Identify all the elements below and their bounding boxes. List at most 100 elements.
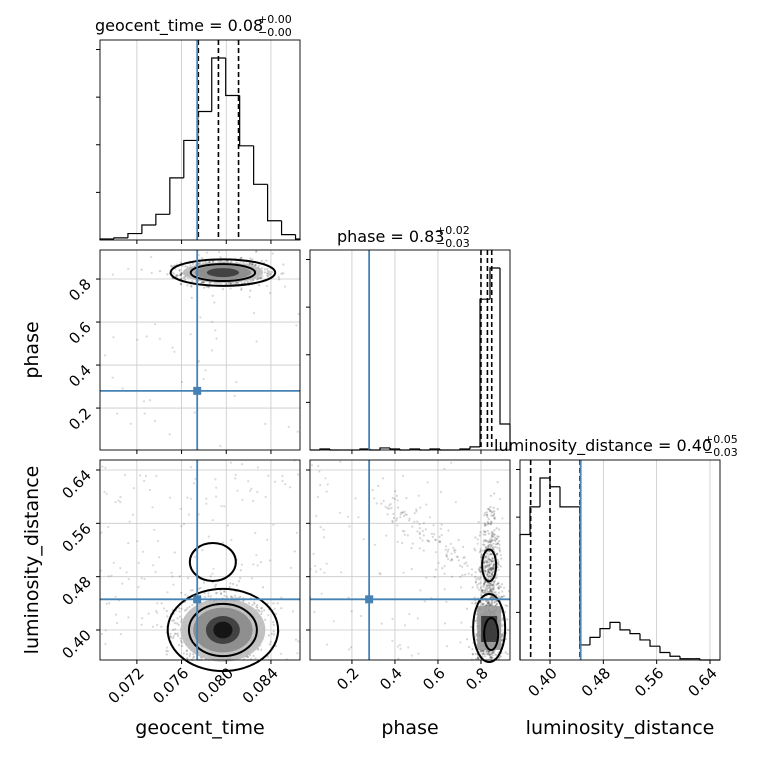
scatter-phase-geocent-point-221: [239, 256, 242, 260]
scatter-dist-geocent-outlier-112: [201, 549, 204, 552]
scatter-dist-phase-point-455: [474, 602, 477, 605]
scatter-dist-phase-cluster-point-362: [489, 544, 492, 547]
scatter-dist-phase-outlier-73: [450, 575, 454, 578]
scatter-phase-geocent-point-179: [190, 296, 193, 299]
scatter-dist-phase-cluster-point-198: [487, 587, 490, 590]
scatter-dist-geocent-point-908: [186, 657, 189, 660]
scatter-dist-phase-point-893: [491, 651, 494, 654]
scatter-dist-geocent-outlier-159: [172, 583, 175, 586]
scatter-phase-geocent-point-289: [171, 271, 174, 274]
scatter-dist-phase-outlier-58: [501, 517, 504, 520]
scatter-dist-phase-outlier-43: [454, 501, 457, 504]
scatter-dist-geocent-outlier-73: [212, 567, 215, 570]
scatter-dist-phase-outlier-48: [373, 543, 376, 546]
scatter-dist-phase-point-35: [488, 654, 491, 657]
scatter-dist-phase-cluster-point-45: [483, 591, 486, 594]
scatter-dist-phase-cluster-point-119: [496, 508, 499, 511]
scatter-dist-phase-point-18: [502, 631, 505, 634]
scatter-dist-phase-outlier-64: [320, 592, 323, 595]
scatter-dist-phase-tail-point-48: [408, 519, 411, 522]
scatter-phase-geocent-point-965: [212, 260, 215, 264]
scatter-dist-phase-outlier-3: [417, 652, 420, 655]
scatter-dist-phase-cluster-point-37: [489, 588, 492, 591]
scatter-phase-geocent-point-259: [257, 276, 260, 280]
scatter-dist-geocent-outlier-20: [194, 477, 197, 480]
scatter-dist-geocent-point-257: [177, 623, 180, 627]
scatter-dist-phase-cluster-point-66: [486, 544, 489, 548]
scatter-dist-geocent-outlier-127: [234, 473, 237, 476]
scatter-dist-phase-cluster-point-136: [490, 558, 493, 561]
scatter-dist-geocent-outlier-140: [186, 496, 189, 499]
scatter-dist-phase-cluster-point-251: [483, 567, 486, 570]
scatter-phase-geocent-outlier-9: [129, 422, 132, 425]
scatter-dist-geocent-outlier-117: [105, 602, 108, 606]
scatter-dist-phase-point-282: [481, 649, 484, 653]
scatter-dist-phase-tail-point-85: [401, 511, 404, 514]
scatter-dist-phase-cluster-point-252: [474, 549, 477, 552]
scatter-dist-phase-cluster-point-293: [479, 570, 482, 573]
scatter-dist-geocent-point-513: [169, 636, 172, 639]
scatter-phase-geocent-truth-marker: [193, 386, 202, 395]
scatter-dist-phase-cluster-point-176: [491, 531, 494, 534]
scatter-dist-geocent-outlier-31: [266, 602, 269, 605]
xlabel-geocent-time: geocent_time: [135, 717, 264, 739]
scatter-dist-phase-cluster-point-107: [488, 522, 491, 525]
scatter-phase-geocent-point-97: [140, 268, 143, 271]
scatter-dist-phase-point-517: [476, 586, 479, 589]
scatter-dist-phase-contour-inner: [483, 617, 500, 651]
scatter-dist-phase-tail-point-31: [457, 538, 460, 542]
scatter-dist-phase-cluster-point-327: [493, 533, 496, 536]
scatter-phase-geocent-outlier-40: [136, 338, 139, 341]
scatter-dist-phase-tail-point-118: [455, 555, 458, 558]
scatter-dist-phase-outlier-76: [312, 552, 315, 556]
scatter-dist-geocent-point-380: [268, 643, 271, 646]
scatter-dist-phase-tail-point-35: [408, 517, 411, 520]
scatter-dist-phase-tail-point-78: [461, 574, 464, 577]
scatter-dist-geocent-point-907: [239, 595, 242, 598]
scatter-dist-phase-outlier-12: [313, 610, 316, 614]
scatter-dist-phase-cluster-point-113: [501, 595, 504, 598]
scatter-dist-phase-cluster-point-367: [486, 561, 489, 564]
scatter-dist-phase-cluster-point-142: [497, 587, 500, 590]
scatter-dist-phase-cluster-point-59: [484, 580, 487, 583]
scatter-dist-phase-tail-point-2: [447, 529, 450, 532]
scatter-dist-phase-point-310: [475, 633, 478, 636]
scatter-phase-geocent-point-7: [248, 262, 251, 265]
scatter-dist-geocent-outlier-82: [186, 577, 190, 580]
scatter-phase-geocent-point-187: [191, 280, 194, 283]
scatter-phase-geocent-outlier-43: [153, 419, 157, 423]
title-phase-minus: −0.03: [436, 237, 470, 250]
scatter-dist-phase-outlier-89: [459, 575, 462, 579]
scatter-dist-geocent-point-131: [186, 607, 189, 610]
scatter-dist-phase-point-881: [486, 601, 489, 604]
scatter-dist-geocent-point-492: [260, 612, 263, 616]
scatter-dist-phase-point-281: [490, 596, 493, 599]
scatter-dist-phase-cluster-point-105: [490, 566, 493, 570]
scatter-dist-phase-cluster-point-234: [478, 551, 481, 554]
scatter-dist-phase-cluster-point-205: [486, 570, 489, 574]
scatter-dist-phase-outlier-20: [437, 561, 440, 564]
hist-geocent-time-bin-7: [197, 110, 212, 141]
scatter-phase-geocent-point-192: [254, 263, 257, 267]
title-geocent-time-plus: +0.00: [258, 13, 292, 26]
scatter-phase-geocent-point-633: [250, 262, 253, 265]
scatter-dist-phase-cluster-point-341: [478, 588, 481, 591]
scatter-dist-geocent-outlier-133: [117, 499, 120, 502]
scatter-dist-phase-point-115: [487, 650, 490, 653]
scatter-dist-phase-tail-point-26: [413, 512, 416, 515]
scatter-dist-phase-cluster-point-255: [485, 546, 488, 549]
scatter-dist-geocent-point-402: [209, 575, 212, 578]
scatter-dist-phase-tail-point-58: [434, 568, 437, 571]
scatter-dist-geocent-outlier-61: [214, 478, 217, 481]
scatter-dist-geocent-point-765: [232, 582, 235, 586]
scatter-dist-phase-cluster-point-201: [487, 522, 490, 525]
scatter-dist-geocent-outlier-29: [255, 554, 258, 557]
scatter-phase-geocent-outlier-1: [150, 256, 153, 259]
scatter-dist-phase-outlier-37: [315, 514, 318, 518]
scatter-dist-geocent-outlier-142: [166, 591, 169, 594]
title-phase: phase = 0.83: [337, 227, 444, 246]
scatter-dist-phase-tail-point-86: [474, 580, 477, 583]
scatter-dist-phase-outlier-34: [407, 646, 410, 649]
scatter-dist-geocent-point-420: [272, 623, 275, 627]
scatter-dist-geocent-outlier-87: [259, 561, 263, 564]
